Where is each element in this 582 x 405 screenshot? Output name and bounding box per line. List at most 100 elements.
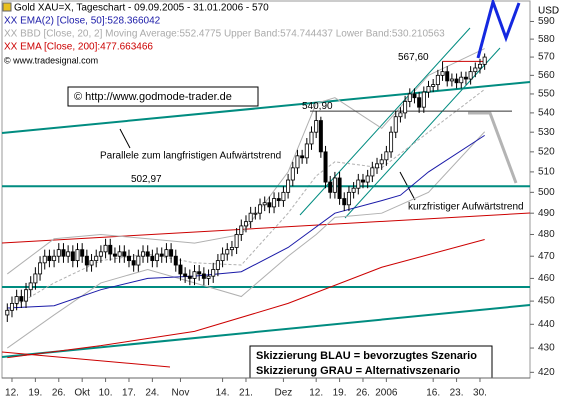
candle-body	[328, 181, 333, 193]
candle-body	[243, 221, 248, 227]
y-tick-label: 470	[538, 251, 555, 262]
x-tick-label: 17.	[122, 388, 136, 399]
candle-body	[473, 67, 478, 73]
y-tick-label: 590	[538, 16, 555, 27]
candle-body	[112, 253, 117, 257]
layout-lines	[1, 27, 531, 368]
x-tick-label: 16.	[426, 388, 440, 399]
candle-body	[281, 191, 286, 202]
y-tick-label: 510	[538, 167, 555, 178]
candle-body	[122, 251, 127, 257]
candle-body	[459, 76, 464, 84]
x-tick-label: Nov	[172, 388, 190, 399]
candle-body	[220, 253, 225, 262]
y-tick-label: 570	[538, 52, 555, 63]
candle-body	[435, 74, 440, 86]
candle-body	[370, 167, 375, 177]
candle-body	[141, 251, 146, 257]
candle-body	[239, 225, 244, 235]
level-label: 540,90	[302, 101, 333, 112]
candle-body	[267, 202, 272, 208]
candle-body	[14, 296, 19, 304]
candle-body	[215, 260, 220, 270]
candle-body	[159, 253, 164, 257]
level-label: 502,97	[131, 174, 162, 185]
candle-body	[131, 260, 136, 266]
x-tick-label: 19.	[28, 388, 42, 399]
candle-body	[426, 86, 431, 93]
candle-body	[332, 177, 337, 193]
candle-body	[431, 84, 436, 87]
candle-body	[98, 251, 103, 257]
y-tick-label: 490	[538, 208, 555, 219]
candle-body	[155, 253, 160, 262]
candle-body	[477, 63, 482, 69]
candle-body	[103, 244, 108, 253]
level-label: 567,60	[398, 52, 429, 63]
candle-body	[468, 71, 473, 80]
candle-body	[52, 255, 57, 262]
candle-body	[346, 191, 351, 206]
candle-body	[300, 155, 305, 159]
candle-body	[145, 251, 150, 257]
ema-line	[7, 134, 485, 309]
candle-body	[197, 271, 202, 275]
candle-body	[24, 289, 29, 302]
candle-body	[309, 131, 314, 145]
icon	[2, 2, 12, 12]
chart-title: Gold XAU=X, Tageschart - 09.09.2005 - 31…	[14, 3, 269, 14]
candle-body	[61, 249, 66, 257]
candle-body	[393, 116, 398, 133]
candle-body	[356, 179, 361, 189]
candle-body	[150, 255, 155, 262]
candle-body	[84, 255, 89, 266]
candle-body	[286, 179, 291, 193]
y-tick-label: 500	[538, 187, 555, 198]
x-tick-label: 2006	[375, 388, 398, 399]
x-tick-label: 26.	[356, 388, 370, 399]
candle-body	[375, 163, 380, 169]
candle-body	[449, 78, 454, 82]
candle-body	[384, 151, 389, 161]
candle-body	[403, 101, 408, 114]
x-tick-label: 19.	[333, 388, 347, 399]
candle-body	[173, 255, 178, 266]
y-tick-label: 420	[538, 367, 555, 378]
annotation: Parallele zum langfristigen Aufwärtstren…	[100, 151, 281, 162]
candle-body	[351, 187, 356, 193]
candle-body	[272, 198, 277, 208]
copyright: © www.tradesignal.com	[4, 55, 98, 65]
candle-body	[19, 296, 24, 302]
candle-body	[407, 93, 412, 102]
candle-body	[314, 120, 319, 133]
candle-body	[187, 275, 192, 279]
x-tick-label: 14.	[216, 388, 230, 399]
candle-body	[94, 255, 99, 262]
candle-body	[42, 255, 47, 264]
y-tick-label: 560	[538, 70, 555, 81]
candle-body	[192, 271, 197, 279]
candle-body	[75, 249, 80, 262]
candle-body	[445, 71, 450, 82]
watermark-box	[67, 86, 259, 107]
candle-body	[379, 159, 384, 165]
candle-body	[304, 143, 309, 159]
pointer	[119, 128, 131, 149]
legend-ema200: XX EMA [Close, 200]:477.663466	[4, 42, 153, 53]
candle-body	[206, 275, 211, 279]
ema-line	[7, 239, 485, 359]
y-tick-label: 480	[538, 229, 555, 240]
channel-line	[344, 47, 501, 219]
alt-scenario	[468, 111, 518, 184]
candle-body	[417, 97, 422, 108]
x-tick-label: 12.	[309, 388, 323, 399]
candle-body	[248, 212, 253, 223]
watermark: © http://www.godmode-trader.de	[74, 91, 232, 103]
candle-body	[337, 177, 342, 199]
y-axis-label: USD	[538, 6, 559, 17]
candle-body	[225, 249, 230, 255]
candle-body	[33, 273, 38, 284]
y-tick-label: 550	[538, 89, 555, 100]
candle-body	[463, 76, 468, 80]
